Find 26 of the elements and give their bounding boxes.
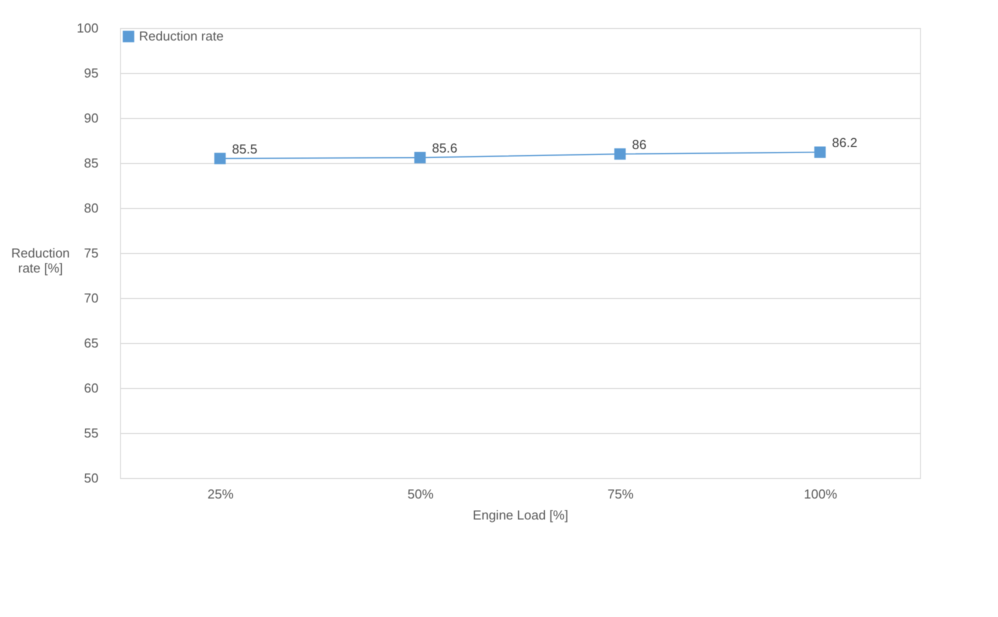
point bbox=[414, 152, 426, 164]
data-label: 86 bbox=[632, 137, 646, 152]
y-tick-label: 80 bbox=[84, 200, 98, 216]
y-tick-label: 100 bbox=[76, 20, 98, 36]
y-tick-label: 70 bbox=[84, 290, 98, 306]
y-tick-label: 55 bbox=[84, 426, 98, 440]
point bbox=[814, 146, 826, 158]
y-tick-label: 65 bbox=[84, 336, 98, 350]
x-tick-label: 100% bbox=[804, 486, 838, 502]
y-tick-label: 85 bbox=[84, 156, 98, 170]
data-label: 85.6 bbox=[432, 140, 458, 156]
point bbox=[614, 148, 626, 160]
y-tick-label: 50 bbox=[84, 470, 98, 486]
data-label: 86.2 bbox=[832, 135, 858, 150]
y-tick-label: 60 bbox=[84, 380, 98, 396]
y-tick-label: 90 bbox=[84, 110, 98, 126]
y-tick-label: 95 bbox=[84, 66, 98, 80]
x-tick-label: 75% bbox=[607, 486, 634, 502]
point bbox=[214, 152, 226, 164]
y-tick-label: 75 bbox=[84, 246, 98, 260]
x-tick-label: 25% bbox=[207, 486, 234, 502]
y-axis-title: Reduction rate [%] bbox=[11, 246, 70, 276]
legend-label: Reduction rate bbox=[139, 28, 224, 44]
x-tick-label: 50% bbox=[407, 486, 434, 502]
x-axis-title: Engine Load [%] bbox=[472, 508, 568, 522]
data-label: 85.5 bbox=[232, 142, 258, 156]
